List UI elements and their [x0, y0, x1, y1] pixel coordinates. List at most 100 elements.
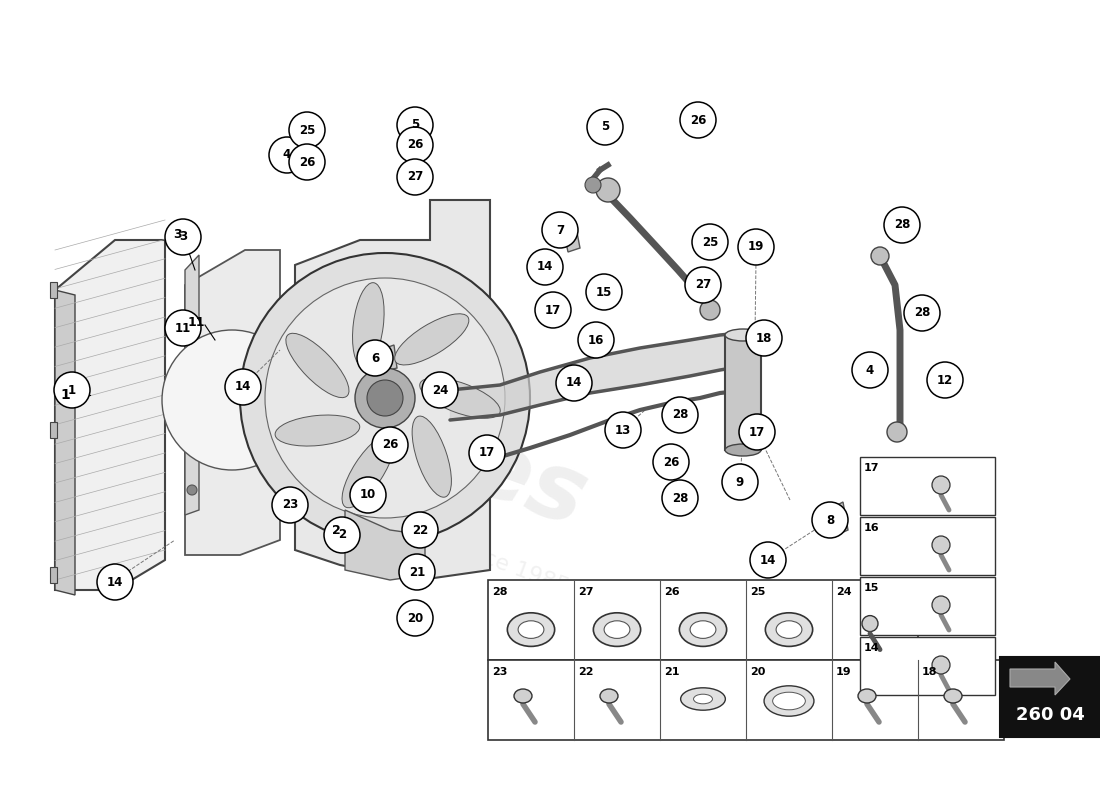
Polygon shape [55, 290, 75, 595]
Polygon shape [1010, 662, 1070, 695]
Ellipse shape [690, 621, 716, 638]
Polygon shape [50, 422, 57, 438]
Circle shape [700, 300, 720, 320]
Bar [1000, 657, 1100, 737]
Ellipse shape [777, 621, 802, 638]
Circle shape [187, 485, 197, 495]
Text: 14: 14 [234, 381, 251, 394]
Text: a passion for parts since 1985: a passion for parts since 1985 [249, 463, 572, 597]
Circle shape [535, 292, 571, 328]
Text: 5: 5 [411, 118, 419, 131]
Polygon shape [345, 510, 425, 580]
Circle shape [350, 477, 386, 513]
Circle shape [397, 127, 433, 163]
Text: 18: 18 [756, 331, 772, 345]
Circle shape [289, 112, 324, 148]
Text: 10: 10 [360, 489, 376, 502]
Circle shape [685, 267, 720, 303]
Text: 11: 11 [188, 317, 206, 330]
Circle shape [355, 368, 415, 428]
Circle shape [680, 102, 716, 138]
Text: 4: 4 [866, 363, 874, 377]
Text: 3: 3 [179, 230, 187, 243]
Text: 27: 27 [407, 170, 424, 183]
Text: 28: 28 [492, 587, 507, 597]
Text: 9: 9 [736, 475, 744, 489]
Text: 25: 25 [702, 235, 718, 249]
Bar [860, 457, 996, 515]
Polygon shape [50, 282, 57, 298]
Bar [725, 335, 761, 450]
Text: 28: 28 [672, 491, 689, 505]
Bar [860, 577, 996, 635]
Text: Europes: Europes [162, 313, 598, 547]
Circle shape [884, 207, 920, 243]
Text: 6: 6 [371, 351, 380, 365]
Polygon shape [50, 567, 57, 583]
Text: 2: 2 [331, 523, 340, 537]
Circle shape [585, 177, 601, 193]
Text: 19: 19 [748, 241, 764, 254]
Polygon shape [379, 345, 397, 372]
Circle shape [97, 564, 133, 600]
Ellipse shape [593, 613, 640, 646]
Circle shape [605, 412, 641, 448]
Ellipse shape [944, 689, 962, 703]
Circle shape [265, 278, 505, 518]
Ellipse shape [766, 613, 813, 646]
Text: 19: 19 [836, 667, 851, 677]
Ellipse shape [725, 444, 761, 456]
Text: 1: 1 [68, 383, 76, 397]
Ellipse shape [518, 621, 543, 638]
Circle shape [746, 320, 782, 356]
Circle shape [862, 616, 878, 632]
Text: 14: 14 [537, 261, 553, 274]
Circle shape [578, 322, 614, 358]
Ellipse shape [352, 282, 384, 367]
Text: 26: 26 [690, 114, 706, 126]
Circle shape [852, 352, 888, 388]
Text: 260 04: 260 04 [1015, 706, 1085, 724]
Circle shape [887, 422, 907, 442]
Text: 28: 28 [894, 218, 910, 231]
Circle shape [165, 310, 201, 346]
Circle shape [871, 247, 889, 265]
Text: 26: 26 [663, 455, 679, 469]
Circle shape [932, 656, 950, 674]
Text: 22: 22 [411, 523, 428, 537]
Circle shape [397, 107, 433, 143]
Text: 23: 23 [282, 498, 298, 511]
Text: 2: 2 [338, 529, 346, 542]
Circle shape [750, 542, 786, 578]
Text: 21: 21 [409, 566, 425, 578]
Circle shape [324, 517, 360, 553]
Ellipse shape [604, 621, 630, 638]
Text: 16: 16 [864, 523, 880, 533]
Ellipse shape [507, 613, 554, 646]
Ellipse shape [412, 416, 451, 498]
Circle shape [587, 109, 623, 145]
Text: 25: 25 [299, 123, 316, 137]
Text: 14: 14 [107, 575, 123, 589]
Ellipse shape [725, 329, 761, 341]
Ellipse shape [275, 415, 360, 446]
Text: 27: 27 [578, 587, 594, 597]
Text: 15: 15 [864, 583, 879, 593]
Bar [860, 517, 996, 575]
Circle shape [722, 464, 758, 500]
Ellipse shape [681, 688, 725, 710]
Circle shape [240, 253, 530, 543]
Circle shape [596, 178, 620, 202]
Polygon shape [828, 502, 848, 537]
Text: 18: 18 [922, 667, 937, 677]
Ellipse shape [395, 314, 469, 365]
Circle shape [932, 476, 950, 494]
Text: 28: 28 [914, 306, 931, 319]
Text: 24: 24 [836, 587, 851, 597]
Ellipse shape [693, 694, 713, 704]
Text: 13: 13 [615, 423, 631, 437]
Text: 26: 26 [407, 138, 424, 151]
Text: 14: 14 [760, 554, 777, 566]
Text: 17: 17 [749, 426, 766, 438]
Polygon shape [185, 255, 199, 515]
